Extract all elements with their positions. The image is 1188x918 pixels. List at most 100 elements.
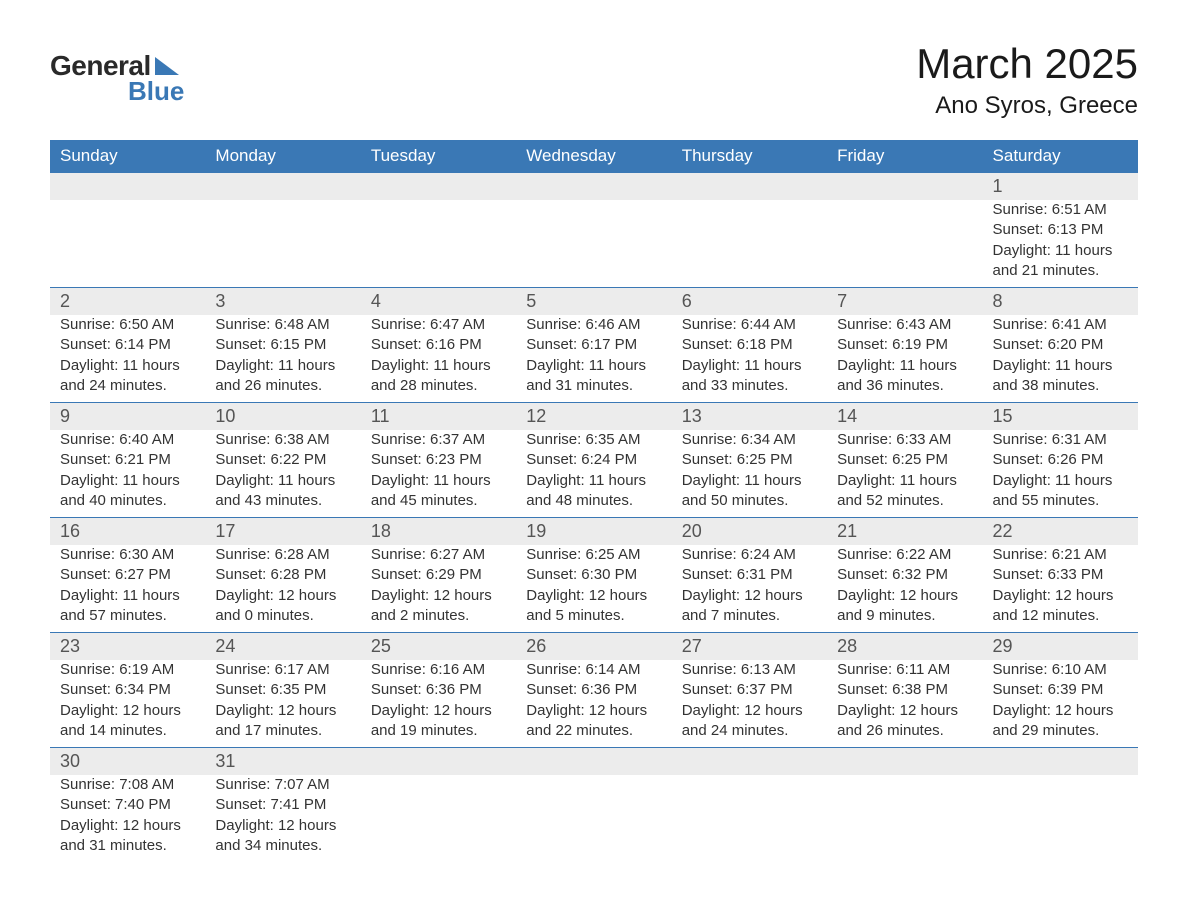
day-number-cell: 13: [672, 403, 827, 431]
day-number-cell: 4: [361, 288, 516, 316]
sunset-line: Sunset: 6:16 PM: [371, 336, 482, 353]
day-details: Sunrise: 6:19 AMSunset: 6:34 PMDaylight:…: [60, 660, 195, 741]
day-content-cell: [361, 775, 516, 862]
day-details: Sunrise: 6:30 AMSunset: 6:27 PMDaylight:…: [60, 545, 195, 626]
daylight-line: Daylight: 12 hours and 26 minutes.: [837, 702, 958, 739]
sunrise-line: Sunrise: 6:37 AM: [371, 431, 485, 448]
day-details: Sunrise: 7:07 AMSunset: 7:41 PMDaylight:…: [215, 775, 350, 856]
day-number-cell: [361, 748, 516, 776]
day-content-cell: Sunrise: 6:33 AMSunset: 6:25 PMDaylight:…: [827, 430, 982, 518]
day-content-cell: [50, 200, 205, 288]
daylight-line: Daylight: 11 hours and 36 minutes.: [837, 357, 957, 394]
sunrise-line: Sunrise: 6:21 AM: [993, 546, 1107, 563]
day-details: Sunrise: 6:27 AMSunset: 6:29 PMDaylight:…: [371, 545, 506, 626]
daylight-line: Daylight: 11 hours and 21 minutes.: [993, 242, 1113, 279]
day-content-cell: Sunrise: 6:47 AMSunset: 6:16 PMDaylight:…: [361, 315, 516, 403]
day-content-cell: [983, 775, 1138, 862]
daylight-line: Daylight: 12 hours and 17 minutes.: [215, 702, 336, 739]
sunset-line: Sunset: 6:18 PM: [682, 336, 793, 353]
sunset-line: Sunset: 6:14 PM: [60, 336, 171, 353]
day-number-cell: 1: [983, 173, 1138, 201]
day-content-cell: Sunrise: 6:46 AMSunset: 6:17 PMDaylight:…: [516, 315, 671, 403]
day-number-cell: [672, 173, 827, 201]
day-details: Sunrise: 6:35 AMSunset: 6:24 PMDaylight:…: [526, 430, 661, 511]
sunrise-line: Sunrise: 6:44 AM: [682, 316, 796, 333]
day-content-cell: Sunrise: 6:44 AMSunset: 6:18 PMDaylight:…: [672, 315, 827, 403]
day-number-cell: 27: [672, 633, 827, 661]
day-content-cell: Sunrise: 6:40 AM Sunset: 6:21 PM Daylight:…: [50, 430, 205, 518]
daylight-line: Daylight: 11 hours and 28 minutes.: [371, 357, 491, 394]
logo: General Blue: [50, 40, 184, 107]
sunset-line: Sunset: 6:35 PM: [215, 681, 326, 698]
daylight-line: Daylight: 11 hours and 50 minutes.: [682, 472, 802, 509]
day-content-cell: Sunrise: 7:08 AMSunset: 7:40 PMDaylight:…: [50, 775, 205, 862]
day-number-cell: 14: [827, 403, 982, 431]
day-details: Sunrise: 6:44 AMSunset: 6:18 PMDaylight:…: [682, 315, 817, 396]
day-details: Sunrise: 6:16 AMSunset: 6:36 PMDaylight:…: [371, 660, 506, 741]
sunset-line: Sunset: 6:37 PM: [682, 681, 793, 698]
day-details: Sunrise: 6:41 AMSunset: 6:20 PMDaylight:…: [993, 315, 1128, 396]
day-number-cell: 21: [827, 518, 982, 546]
weekday-header: Tuesday: [361, 140, 516, 173]
day-details: Sunrise: 6:51 AM Sunset: 6:13 PM Daylight:…: [993, 200, 1128, 281]
day-number-cell: 3: [205, 288, 360, 316]
sunset-line: Sunset: 6:38 PM: [837, 681, 948, 698]
daylight-line: Daylight: 11 hours and 40 minutes.: [60, 472, 180, 509]
day-details: Sunrise: 6:38 AMSunset: 6:22 PMDaylight:…: [215, 430, 350, 511]
day-details: Sunrise: 6:13 AMSunset: 6:37 PMDaylight:…: [682, 660, 817, 741]
sunset-line: Sunset: 6:21 PM: [60, 451, 171, 468]
sunset-line: Sunset: 6:13 PM: [993, 221, 1104, 238]
daylight-line: Daylight: 11 hours and 48 minutes.: [526, 472, 646, 509]
day-details: Sunrise: 6:40 AM Sunset: 6:21 PM Daylight:…: [60, 430, 195, 511]
sunset-line: Sunset: 6:24 PM: [526, 451, 637, 468]
day-content-cell: Sunrise: 6:24 AMSunset: 6:31 PMDaylight:…: [672, 545, 827, 633]
title-block: March 2025 Ano Syros, Greece: [916, 40, 1138, 120]
day-content-cell: Sunrise: 6:28 AMSunset: 6:28 PMDaylight:…: [205, 545, 360, 633]
sunrise-line: Sunrise: 6:41 AM: [993, 316, 1107, 333]
day-content-row: Sunrise: 7:08 AMSunset: 7:40 PMDaylight:…: [50, 775, 1138, 862]
day-number-cell: 10: [205, 403, 360, 431]
day-number-cell: [983, 748, 1138, 776]
sunrise-line: Sunrise: 6:17 AM: [215, 661, 329, 678]
day-content-row: Sunrise: 6:50 AMSunset: 6:14 PMDaylight:…: [50, 315, 1138, 403]
day-number-row: 9101112131415: [50, 403, 1138, 431]
daylight-line: Daylight: 11 hours and 31 minutes.: [526, 357, 646, 394]
sunrise-line: Sunrise: 6:22 AM: [837, 546, 951, 563]
sunrise-line: Sunrise: 6:48 AM: [215, 316, 329, 333]
day-number-cell: 8: [983, 288, 1138, 316]
day-number-row: 23242526272829: [50, 633, 1138, 661]
daylight-line: Daylight: 12 hours and 2 minutes.: [371, 587, 492, 624]
daylight-line: Daylight: 11 hours and 52 minutes.: [837, 472, 957, 509]
daylight-line: Daylight: 12 hours and 0 minutes.: [215, 587, 336, 624]
sunset-line: Sunset: 6:15 PM: [215, 336, 326, 353]
sunrise-line: Sunrise: 6:25 AM: [526, 546, 640, 563]
weekday-header-row: SundayMondayTuesdayWednesdayThursdayFrid…: [50, 140, 1138, 173]
day-content-row: Sunrise: 6:30 AMSunset: 6:27 PMDaylight:…: [50, 545, 1138, 633]
day-content-cell: Sunrise: 6:41 AMSunset: 6:20 PMDaylight:…: [983, 315, 1138, 403]
day-number-cell: [50, 173, 205, 201]
sunset-line: Sunset: 6:34 PM: [60, 681, 171, 698]
sunrise-line: Sunrise: 6:40 AM: [60, 431, 174, 448]
weekday-header: Saturday: [983, 140, 1138, 173]
day-details: Sunrise: 6:34 AMSunset: 6:25 PMDaylight:…: [682, 430, 817, 511]
day-number-cell: 24: [205, 633, 360, 661]
daylight-line: Daylight: 12 hours and 24 minutes.: [682, 702, 803, 739]
sunrise-line: Sunrise: 6:51 AM: [993, 201, 1107, 218]
sunrise-line: Sunrise: 6:30 AM: [60, 546, 174, 563]
day-content-cell: [672, 200, 827, 288]
day-content-cell: Sunrise: 6:14 AMSunset: 6:36 PMDaylight:…: [516, 660, 671, 748]
sunset-line: Sunset: 6:22 PM: [215, 451, 326, 468]
day-content-cell: Sunrise: 6:27 AMSunset: 6:29 PMDaylight:…: [361, 545, 516, 633]
day-number-cell: [827, 173, 982, 201]
sunrise-line: Sunrise: 6:31 AM: [993, 431, 1107, 448]
sunrise-line: Sunrise: 7:08 AM: [60, 776, 174, 793]
day-number-cell: 12: [516, 403, 671, 431]
day-details: Sunrise: 7:08 AMSunset: 7:40 PMDaylight:…: [60, 775, 195, 856]
logo-word-2: Blue: [128, 76, 184, 107]
sunset-line: Sunset: 6:17 PM: [526, 336, 637, 353]
day-details: Sunrise: 6:25 AMSunset: 6:30 PMDaylight:…: [526, 545, 661, 626]
month-title: March 2025: [916, 40, 1138, 88]
day-number-cell: [672, 748, 827, 776]
day-details: Sunrise: 6:21 AMSunset: 6:33 PMDaylight:…: [993, 545, 1128, 626]
daylight-line: Daylight: 11 hours and 43 minutes.: [215, 472, 335, 509]
